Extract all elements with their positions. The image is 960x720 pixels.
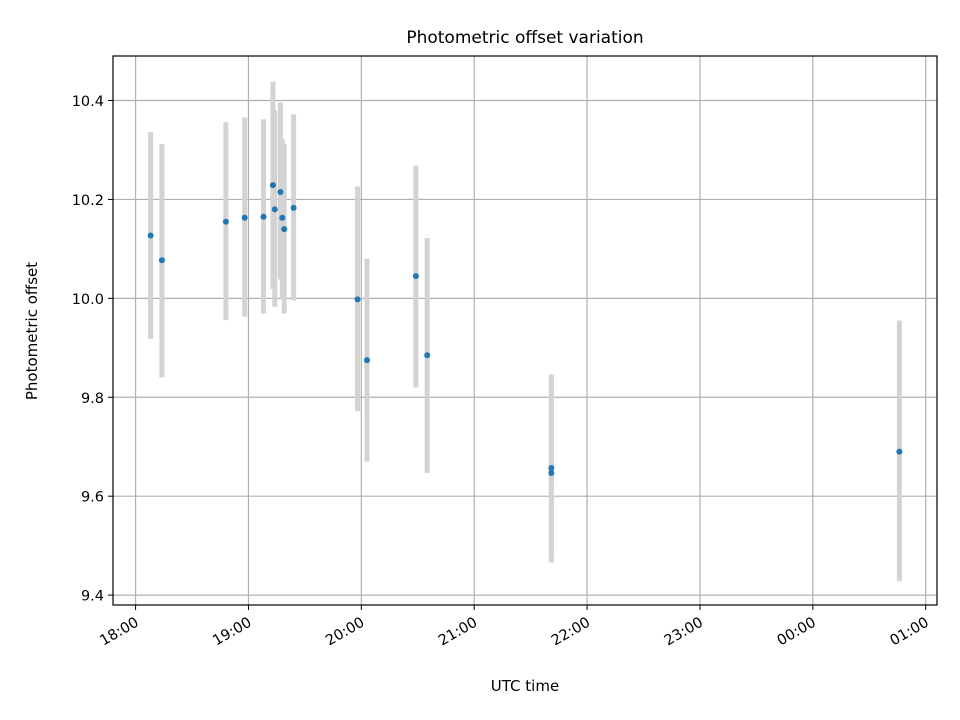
- data-point: [281, 226, 288, 233]
- data-point: [277, 189, 284, 196]
- chart-title: Photometric offset variation: [406, 28, 643, 48]
- data-point: [222, 218, 229, 225]
- data-point: [896, 448, 903, 455]
- y-tick-label: 10.4: [72, 94, 104, 110]
- grid-layer: [113, 56, 937, 605]
- plot-frame: [112, 55, 938, 606]
- data-point: [241, 214, 248, 221]
- y-tick-label: 9.6: [81, 490, 104, 506]
- data-point: [354, 296, 361, 303]
- data-point: [271, 206, 278, 213]
- data-point: [424, 352, 431, 359]
- point-layer: [147, 182, 903, 476]
- y-tick-label: 9.8: [81, 391, 104, 407]
- data-point: [363, 357, 370, 364]
- data-point: [147, 232, 154, 239]
- data-point: [290, 204, 297, 211]
- y-axis-label: Photometric offset: [23, 262, 41, 400]
- data-point: [279, 214, 286, 221]
- data-point: [260, 213, 267, 220]
- data-point: [548, 469, 555, 476]
- data-point: [269, 182, 276, 189]
- data-point: [412, 273, 419, 280]
- data-point: [548, 464, 555, 471]
- y-tick-label: 10.2: [72, 193, 104, 209]
- data-point: [158, 257, 165, 264]
- y-tick-label: 10.0: [72, 292, 104, 308]
- y-tick-label: 9.4: [81, 589, 104, 605]
- x-axis-label: UTC time: [491, 677, 559, 695]
